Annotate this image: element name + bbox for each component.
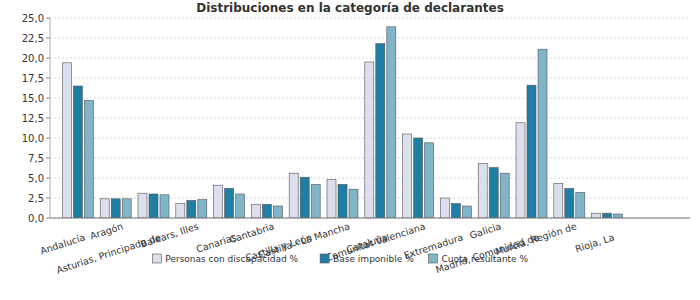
bar [462, 206, 471, 218]
bar [327, 180, 336, 218]
bar [489, 168, 498, 218]
bar [576, 192, 585, 218]
x-tick-label: Cantabria [228, 220, 276, 245]
y-tick-label: 10,0 [22, 133, 44, 144]
bar [349, 189, 358, 218]
bar [289, 173, 298, 218]
legend-label: Cuota resultante % [442, 254, 529, 264]
bar [614, 214, 623, 218]
bar [198, 200, 207, 218]
tick [46, 118, 50, 119]
grid-line [50, 218, 690, 219]
bar [262, 204, 271, 218]
bar [84, 100, 93, 218]
tick [46, 218, 50, 219]
x-tick-label: Rioja, La [574, 231, 616, 254]
bar [214, 185, 223, 218]
bar [160, 195, 169, 218]
grid-line [50, 38, 690, 39]
bars [62, 27, 622, 218]
bar [236, 194, 245, 218]
tick [46, 58, 50, 59]
bar [338, 184, 347, 218]
bar [365, 62, 374, 218]
legend-swatch [152, 254, 161, 263]
x-tick-label: Murcia, Región de [494, 220, 578, 257]
bar [176, 204, 185, 218]
bar [414, 138, 423, 218]
grid-line [50, 18, 690, 19]
y-tick-label: 0,0 [28, 213, 44, 224]
bar [440, 198, 449, 218]
legend-label: Personas con discapacidad % [165, 254, 298, 264]
bar [251, 204, 260, 218]
legend-swatch [429, 254, 438, 263]
bar [149, 194, 158, 218]
tick [46, 98, 50, 99]
bar [451, 204, 460, 218]
legend: Personas con discapacidad % Base imponibl… [152, 254, 528, 264]
tick [46, 178, 50, 179]
tick [46, 38, 50, 39]
y-tick-label: 17,5 [22, 73, 44, 84]
bar [527, 85, 536, 218]
y-axis [50, 18, 51, 218]
y-tick-label: 7,5 [28, 153, 44, 164]
x-tick-label: Aragón [88, 220, 124, 241]
x-tick-label: Galicia [468, 220, 502, 240]
tick [46, 198, 50, 199]
bar [187, 200, 196, 218]
legend-label: Base imponible % [333, 254, 414, 264]
x-tick-label: Comunitat Valenciana [324, 220, 427, 263]
bar [592, 213, 601, 218]
bar [425, 143, 434, 218]
bar [73, 86, 82, 218]
tick [46, 78, 50, 79]
tick [46, 18, 50, 19]
bar [403, 134, 412, 218]
y-tick-label: 25,0 [22, 13, 44, 24]
bar [273, 206, 282, 218]
x-axis [50, 218, 690, 219]
bar [111, 199, 120, 218]
title: Distribuciones en la categoría de declar… [196, 1, 504, 15]
x-tick-label: Andalucía [39, 231, 87, 256]
bar [300, 177, 309, 218]
bar [603, 213, 612, 218]
bar [62, 63, 71, 218]
legend-swatch [320, 254, 329, 263]
bar [516, 123, 525, 218]
bar [100, 199, 109, 218]
y-tick-label: 20,0 [22, 53, 44, 64]
bar [478, 164, 487, 218]
bar [500, 173, 509, 218]
chart: Distribuciones en la categoría de declar… [0, 0, 700, 300]
y-tick-label: 12,5 [22, 113, 44, 124]
bar [387, 27, 396, 218]
y-tick-label: 15,0 [22, 93, 44, 104]
tick [46, 158, 50, 159]
grid-line [50, 58, 690, 59]
bar [376, 44, 385, 218]
bar [225, 188, 234, 218]
bar [538, 49, 547, 218]
tick [46, 138, 50, 139]
y-tick-label: 22,5 [22, 33, 44, 44]
bar [122, 199, 131, 218]
x-tick-label: Balears, Illes [139, 220, 200, 249]
bar [311, 184, 320, 218]
bar [565, 188, 574, 218]
bar [138, 193, 147, 218]
bar [554, 184, 563, 218]
y-tick-label: 5,0 [28, 173, 44, 184]
y-tick-label: 2,5 [28, 193, 44, 204]
